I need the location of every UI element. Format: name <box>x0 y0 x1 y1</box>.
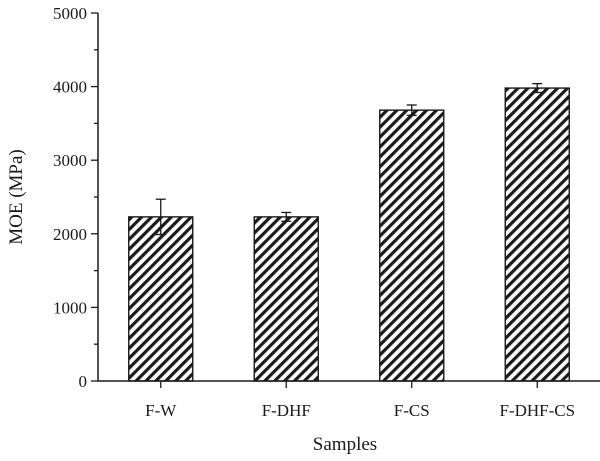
plot-area: 0 1000 2000 3000 4000 5000 F-W F-DHF F-CS F-DHF-… <box>53 4 600 420</box>
bar-f-dhf-cs <box>504 87 570 382</box>
y-axis-title: MOE (MPa) <box>6 149 27 245</box>
y-tick-label: 0 <box>79 372 88 391</box>
y-tick-label: 1000 <box>53 298 87 317</box>
bar-f-dhf <box>253 216 319 382</box>
x-tick-label-f-w: F-W <box>145 401 177 420</box>
x-axis-ticks: F-W F-DHF F-CS F-DHF-CS <box>145 381 575 420</box>
bar-f-cs <box>379 109 445 382</box>
axis-frame <box>97 13 600 382</box>
x-axis-title: Samples <box>313 434 377 455</box>
x-tick-label-f-dhf-cs: F-DHF-CS <box>499 401 575 420</box>
y-tick-label: 3000 <box>53 151 87 170</box>
error-bars-group <box>155 83 543 236</box>
x-tick-label-f-cs: F-CS <box>394 401 430 420</box>
y-tick-label: 5000 <box>53 4 87 23</box>
y-axis-ticks: 0 1000 2000 3000 4000 5000 <box>53 4 98 391</box>
y-tick-label: 4000 <box>53 78 87 97</box>
bars-group <box>128 87 570 382</box>
bar-f-w <box>128 216 194 382</box>
x-tick-label-f-dhf: F-DHF <box>262 401 311 420</box>
y-tick-label: 2000 <box>53 225 87 244</box>
